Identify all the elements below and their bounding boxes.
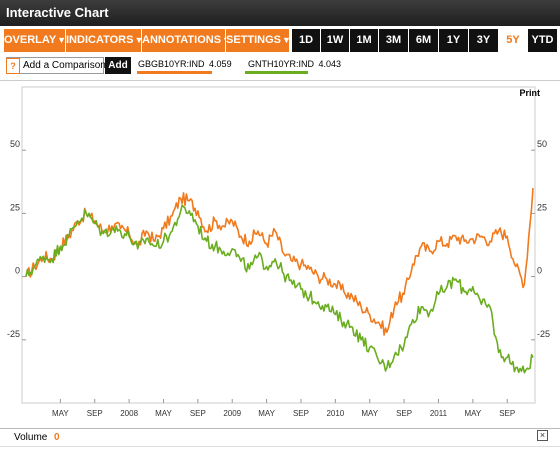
y-tick-label-left: 50	[10, 139, 20, 149]
add-comparison-button[interactable]: Add	[105, 57, 131, 74]
volume-label: Volume	[14, 432, 48, 443]
x-tick-label: MAY	[258, 409, 275, 418]
range-ytd-button[interactable]: YTD	[528, 29, 557, 52]
x-tick-label: 2011	[430, 409, 448, 418]
range-5y-button[interactable]: 5Y	[499, 29, 527, 52]
x-tick-label: SEP	[396, 409, 412, 418]
series-line-gnth10yr	[25, 204, 534, 374]
range-3y-button[interactable]: 3Y	[469, 29, 498, 52]
y-tick-label-left: 0	[15, 266, 20, 276]
indicators-menu-button[interactable]: INDICATORS▼	[66, 29, 144, 52]
comparison-input[interactable]: Add a Comparison	[6, 57, 106, 74]
dropdown-arrow-icon: ▼	[134, 35, 144, 45]
legend-swatch-gbgb	[137, 71, 212, 74]
volume-value: 0	[54, 432, 60, 443]
annotations-menu-button[interactable]: ANNOTATIONS▼	[142, 29, 231, 52]
x-tick-label: 2010	[326, 409, 344, 418]
legend-symbol: GNTH10YR:IND	[248, 59, 315, 69]
legend-value: 4.059	[209, 59, 232, 69]
indicators-label: INDICATORS	[66, 34, 134, 46]
y-tick-label-right: 50	[537, 139, 547, 149]
range-1y-button[interactable]: 1Y	[439, 29, 468, 52]
comparison-placeholder: Add a Comparison	[23, 60, 106, 71]
settings-menu-button[interactable]: SETTINGS▼	[226, 29, 291, 52]
x-tick-label: MAY	[155, 409, 172, 418]
x-tick-label: 2009	[223, 409, 241, 418]
y-tick-label-right: 0	[537, 266, 542, 276]
x-tick-label: SEP	[87, 409, 103, 418]
x-tick-label: SEP	[499, 409, 515, 418]
legend-symbol: GBGB10YR:IND	[138, 59, 205, 69]
settings-label: SETTINGS	[226, 34, 282, 46]
dropdown-arrow-icon: ▼	[282, 35, 291, 45]
overlay-menu-button[interactable]: OVERLAY▼	[4, 29, 66, 52]
range-1d-button[interactable]: 1D	[292, 29, 320, 52]
y-tick-label-left: 25	[10, 202, 20, 212]
range-6m-button[interactable]: 6M	[409, 29, 438, 52]
range-3m-button[interactable]: 3M	[379, 29, 408, 52]
bottom-strip	[0, 446, 560, 462]
dropdown-arrow-icon: ▼	[57, 35, 67, 45]
x-tick-label: MAY	[464, 409, 481, 418]
y-tick-label-left: -25	[7, 329, 20, 339]
x-tick-label: SEP	[190, 409, 206, 418]
x-tick-label: MAY	[52, 409, 69, 418]
close-icon[interactable]: ×	[537, 430, 548, 441]
chart-area[interactable]: 50 50 25 25 0 0 -25 -25 MAY SEP 2008 MAY SEP 2009 MAY S…	[0, 80, 560, 428]
print-link[interactable]: Print	[519, 88, 540, 98]
legend-swatch-gnth	[245, 71, 308, 74]
range-1w-button[interactable]: 1W	[321, 29, 349, 52]
y-tick-label-right: -25	[537, 329, 550, 339]
annotations-label: ANNOTATIONS	[142, 34, 222, 46]
plot-frame	[21, 86, 536, 404]
price-chart[interactable]: 50 50 25 25 0 0 -25 -25 MAY SEP 2008 MAY SEP 2009 MAY S…	[0, 81, 560, 428]
window-title: Interactive Chart	[0, 0, 560, 26]
legend-item-gbgb[interactable]: GBGB10YR:IND 4.059	[138, 59, 232, 69]
x-tick-label: MAY	[361, 409, 378, 418]
range-1m-button[interactable]: 1M	[350, 29, 378, 52]
legend-item-gnth[interactable]: GNTH10YR:IND 4.043	[248, 59, 341, 69]
toolbar: OVERLAY▼ INDICATORS▼ ANNOTATIONS▼ SETTIN…	[0, 27, 560, 54]
overlay-label: OVERLAY	[4, 34, 57, 46]
legend-value: 4.043	[318, 59, 342, 69]
x-tick-label: 2008	[120, 409, 138, 418]
x-tick-label: SEP	[293, 409, 309, 418]
help-icon[interactable]: ?	[6, 58, 20, 74]
volume-panel: Volume 0 ×	[0, 428, 560, 447]
comparison-bar: Add a Comparison ? Add GBGB10YR:IND 4.05…	[0, 56, 560, 78]
y-tick-label-right: 25	[537, 202, 547, 212]
